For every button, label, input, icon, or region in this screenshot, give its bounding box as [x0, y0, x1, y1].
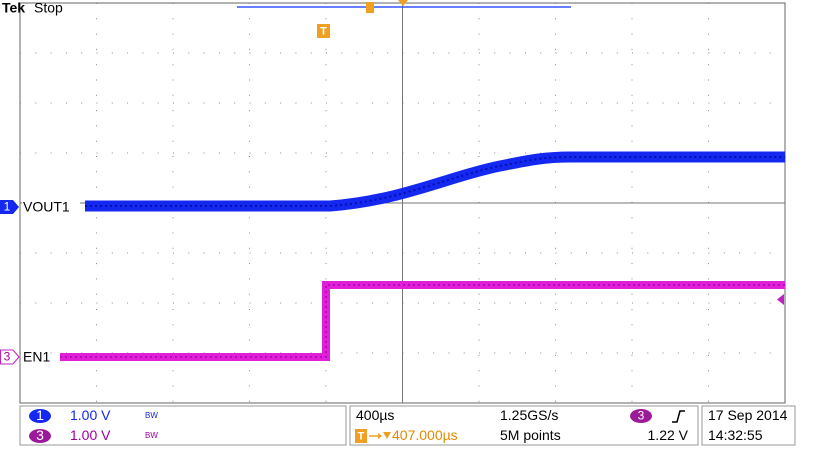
record-marker: [366, 2, 374, 13]
ch1-scale: 1.00 V: [70, 407, 111, 423]
trigger-level-marker: [777, 294, 784, 305]
ch3-marker: [0, 349, 20, 365]
ch1-label-bg: [22, 199, 80, 216]
trigger-source: 3: [638, 409, 645, 423]
trigger-icon-box: [355, 429, 367, 443]
trigger-position: 407.000µs: [392, 427, 458, 443]
trigger-level: 1.22 V: [648, 427, 689, 443]
brand: Tek: [2, 0, 25, 16]
ch3-marker-label: 3: [4, 350, 11, 364]
timebase: 400µs: [356, 407, 394, 423]
ch3-scale: 1.00 V: [70, 427, 111, 443]
ch1-number: 1: [36, 407, 44, 423]
ch3-badge: [29, 429, 51, 443]
ch3-number: 3: [36, 427, 44, 443]
sample-rate: 1.25GS/s: [500, 407, 558, 423]
trigger-slope: [672, 410, 685, 423]
date: 17 Sep 2014: [708, 407, 788, 423]
trigger-arrow: [398, 0, 408, 6]
status: Stop: [34, 0, 63, 16]
ch1-label: VOUT1: [23, 199, 70, 215]
vertical-readout-box: [19, 405, 347, 446]
ch1-bw: BW: [145, 411, 158, 420]
trigger-marker-box: [317, 24, 330, 38]
ch3-bw: BW: [145, 431, 158, 440]
ch1-marker-label: 1: [4, 200, 11, 214]
trigger-marker: T: [320, 25, 327, 37]
ch1-badge: [29, 409, 51, 423]
trigger-arrow-head: [378, 433, 382, 439]
trigger-source-badge: [630, 409, 652, 423]
en1-noise: [60, 284, 785, 358]
trigger-icon: T: [358, 430, 365, 442]
trigger-down-arrow: [383, 432, 391, 439]
ch3-label: EN1: [23, 349, 50, 365]
time: 14:32:55: [708, 427, 763, 443]
record-length: 5M points: [500, 427, 561, 443]
vout1-noise: [85, 156, 785, 207]
ch1-marker: [0, 200, 19, 214]
datetime-box: [701, 405, 796, 446]
